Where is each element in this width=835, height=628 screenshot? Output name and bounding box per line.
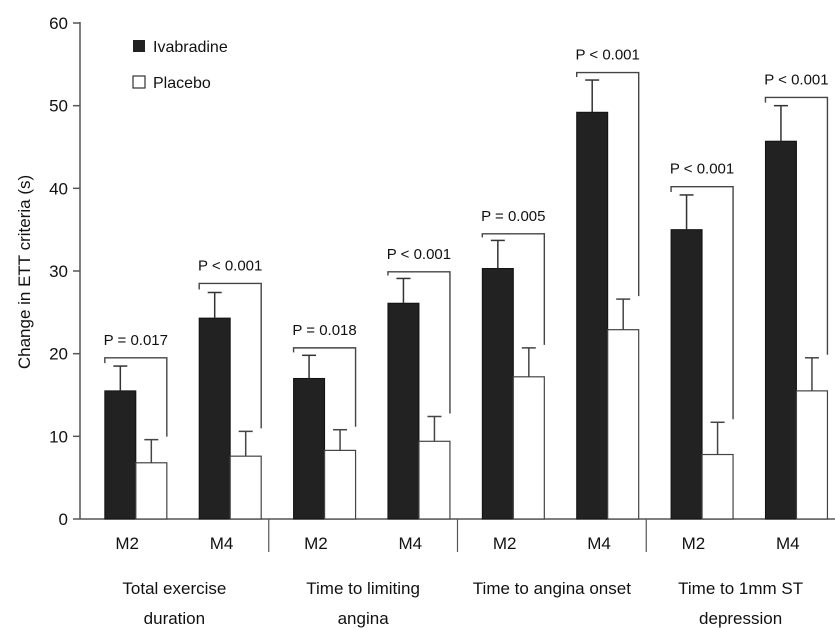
- x-tick-label: M4: [776, 534, 800, 553]
- significance-bracket: [387, 271, 451, 414]
- bar-placebo: [701, 453, 734, 520]
- significance-bracket: [764, 96, 829, 355]
- bar-ivabradine: [104, 390, 137, 520]
- bar-placebo: [418, 440, 451, 520]
- significance-bracket: [481, 233, 546, 345]
- x-tick-label: M2: [682, 534, 706, 553]
- p-value-label: P < 0.001: [764, 71, 828, 88]
- significance-bracket: [292, 347, 357, 427]
- group-label-line2: angina: [338, 609, 390, 628]
- legend-label-placebo: Placebo: [153, 75, 211, 92]
- bar-placebo: [135, 462, 168, 520]
- legend-swatch-ivabradine: [133, 40, 145, 52]
- y-tick-label: 20: [49, 345, 68, 364]
- bar-ivabradine: [670, 229, 703, 520]
- p-value-label: P = 0.017: [104, 332, 168, 349]
- x-tick-label: M2: [304, 534, 328, 553]
- bars: [104, 79, 829, 520]
- significance-bracket: [575, 71, 640, 297]
- y-tick-label: 30: [49, 262, 68, 281]
- significance-bracket: [670, 185, 734, 420]
- p-value-label: P < 0.001: [198, 257, 262, 274]
- y-tick-label: 10: [49, 427, 68, 446]
- p-value-label: P < 0.001: [576, 47, 640, 64]
- y-tick-label: 60: [49, 14, 68, 33]
- bar-placebo: [512, 376, 545, 520]
- y-tick-label: 0: [59, 510, 68, 529]
- x-tick-label: M4: [587, 534, 611, 553]
- y-axis-label: Change in ETT criteria (s): [15, 175, 34, 369]
- annotations: P = 0.017 P < 0.001 P = 0.018 P < 0.001 P = …: [104, 47, 829, 437]
- bar-ivabradine: [576, 111, 609, 520]
- p-value-label: P < 0.001: [670, 161, 734, 178]
- legend-label-ivabradine: Ivabradine: [153, 39, 228, 56]
- y-tick-label: 50: [49, 97, 68, 116]
- axes: 0 10 20 30 40 50 60 M2 M4 M2 M4 M2 M4 M2 M4 Total exerc…: [49, 14, 835, 628]
- y-tick-label: 40: [49, 179, 68, 198]
- p-value-label: P = 0.005: [481, 208, 545, 225]
- bar-ivabradine: [198, 317, 231, 520]
- bar-ivabradine: [764, 140, 797, 520]
- group-label: Total exercise: [122, 579, 226, 598]
- x-tick-label: M4: [399, 534, 423, 553]
- bar-ivabradine: [387, 302, 420, 520]
- bar-ivabradine: [293, 377, 326, 520]
- legend-swatch-placebo: [132, 75, 146, 89]
- x-tick-label: M2: [115, 534, 139, 553]
- group-label-line2: depression: [699, 609, 782, 628]
- bar-placebo: [607, 329, 640, 520]
- bar-ivabradine: [481, 268, 514, 520]
- group-label: Time to 1mm ST: [678, 579, 803, 598]
- bar-placebo: [229, 455, 262, 520]
- group-label-line2: duration: [144, 609, 205, 628]
- p-value-label: P = 0.018: [292, 322, 356, 339]
- p-value-label: P < 0.001: [387, 246, 451, 263]
- significance-bracket: [104, 357, 168, 437]
- significance-bracket: [198, 282, 262, 429]
- x-tick-label: M4: [210, 534, 234, 553]
- group-label: Time to limiting: [306, 579, 420, 598]
- x-tick-label: M2: [493, 534, 517, 553]
- legend: Ivabradine Placebo: [132, 39, 228, 92]
- bar-placebo: [795, 390, 829, 520]
- group-label: Time to angina onset: [473, 579, 631, 598]
- bar-placebo: [323, 449, 357, 520]
